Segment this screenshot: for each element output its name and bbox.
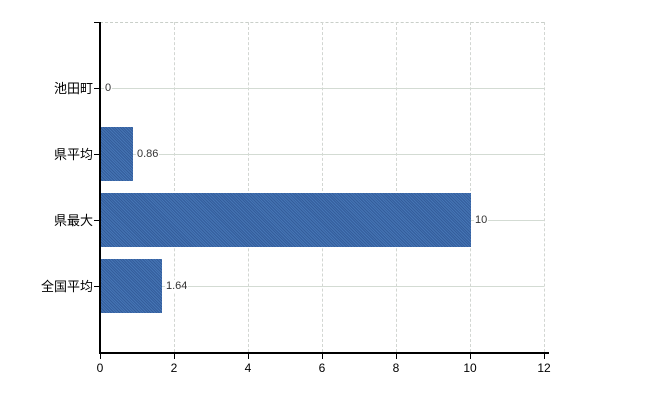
bar-value-label: 0.86 (136, 148, 160, 161)
category-label: 県最大 (53, 213, 93, 228)
x-tick-label: 0 (96, 361, 104, 375)
x-axis-tick (248, 354, 249, 359)
y-axis-tick (94, 286, 100, 287)
category-label: 県平均 (53, 147, 93, 162)
gridline-v (248, 22, 249, 352)
x-tick-label: 4 (244, 361, 252, 375)
gridline-h (100, 286, 544, 287)
bar (101, 193, 471, 247)
y-axis-tick (94, 88, 100, 89)
x-axis-tick (396, 354, 397, 359)
gridline-h (100, 88, 544, 89)
x-axis-tick (174, 354, 175, 359)
bar (101, 259, 162, 313)
gridline-v (470, 22, 471, 352)
bar-value-label: 10 (474, 214, 489, 227)
x-tick-label: 2 (170, 361, 178, 375)
x-tick-label: 12 (537, 361, 551, 375)
x-tick-label: 8 (392, 361, 400, 375)
x-axis-tick (544, 354, 545, 359)
gridline-v (396, 22, 397, 352)
x-tick-label: 10 (463, 361, 477, 375)
y-axis-top-tick (94, 22, 100, 23)
category-label: 全国平均 (40, 279, 93, 294)
category-label: 池田町 (53, 81, 93, 96)
x-axis-tick (100, 354, 101, 359)
bar (101, 127, 133, 181)
x-axis (99, 352, 549, 354)
x-tick-label: 6 (318, 361, 326, 375)
y-axis-tick (94, 154, 100, 155)
bar-value-label: 1.64 (165, 280, 189, 293)
y-axis (99, 22, 101, 353)
x-axis-tick (322, 354, 323, 359)
gridline-v (174, 22, 175, 352)
gridline-h (100, 154, 544, 155)
gridline-v (544, 22, 545, 352)
bar-value-label: 0 (104, 82, 113, 95)
gridline-v (322, 22, 323, 352)
x-axis-tick (470, 354, 471, 359)
y-axis-tick (94, 220, 100, 221)
